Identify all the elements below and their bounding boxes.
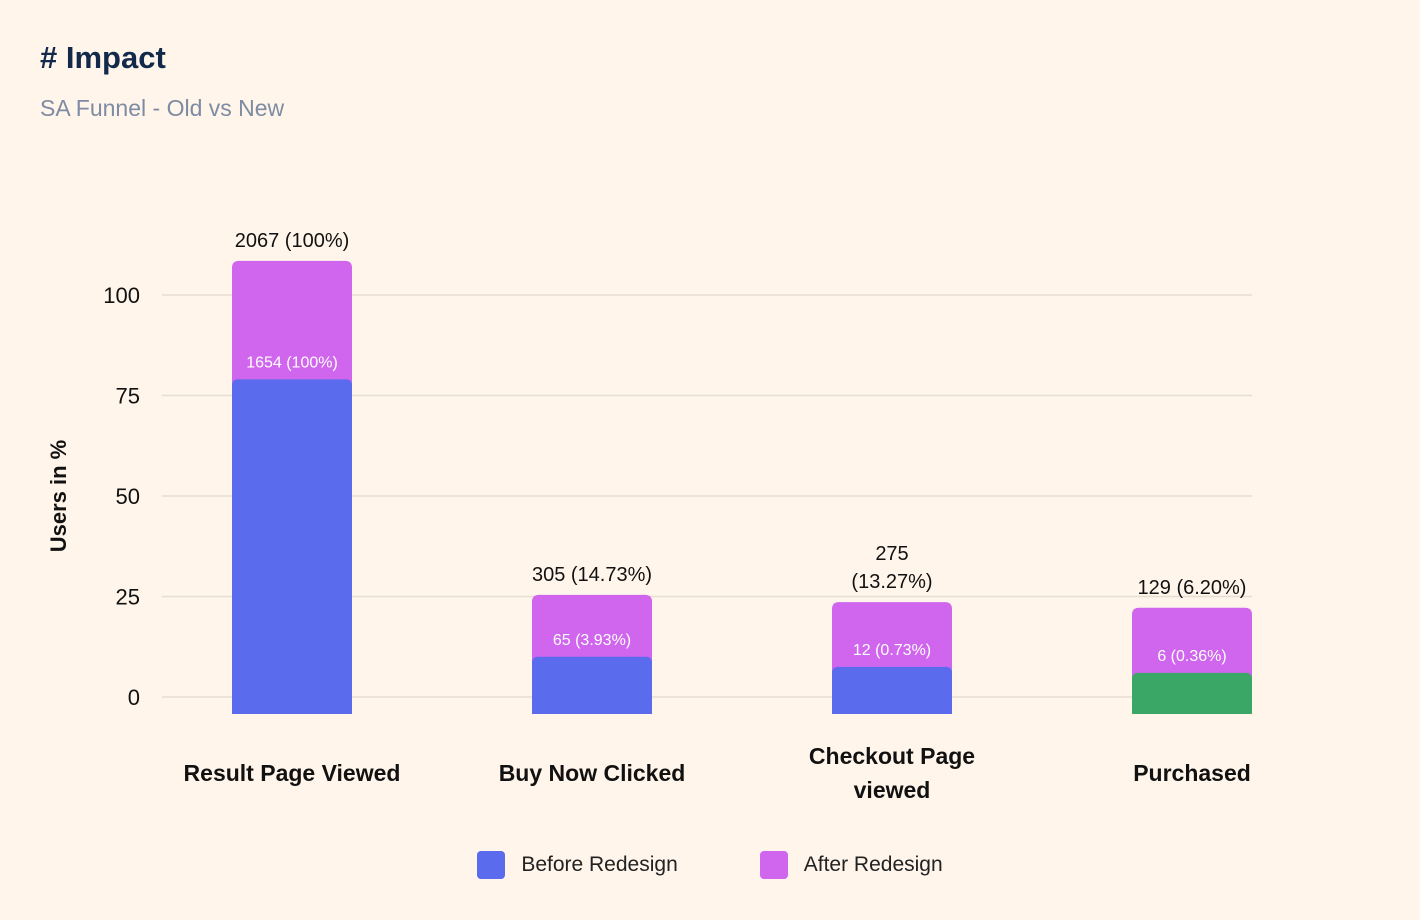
y-tick-label: 0	[128, 685, 140, 710]
x-category-label: Buy Now Clicked	[499, 760, 686, 786]
data-label-after: (13.27%)	[851, 571, 932, 593]
legend-label-before: Before Redesign	[521, 853, 678, 876]
y-axis-label: Users in %	[46, 440, 71, 553]
x-category-label: viewed	[854, 777, 931, 803]
x-category-label: Purchased	[1133, 760, 1251, 786]
legend-swatch-after	[759, 851, 788, 879]
legend-swatch-before	[477, 851, 506, 879]
data-label-after: 129 (6.20%)	[1138, 577, 1247, 599]
y-tick-label: 75	[116, 384, 140, 409]
data-label-before: 12 (0.73%)	[853, 642, 931, 659]
data-label-after: 275	[875, 543, 908, 565]
chart-legend: Before Redesign After Redesign	[0, 851, 1420, 879]
data-label-before: 65 (3.93%)	[553, 632, 631, 649]
x-category-label: Result Page Viewed	[184, 760, 401, 786]
y-tick-label: 100	[103, 283, 140, 308]
data-label-before: 1654 (100%)	[246, 354, 338, 371]
y-tick-label: 25	[116, 585, 140, 610]
bar-before-redesign	[832, 666, 952, 714]
bar-before-redesign	[232, 379, 352, 714]
x-category-label: Checkout Page	[809, 743, 975, 769]
data-label-after: 305 (14.73%)	[532, 564, 652, 586]
chart-title: # Impact	[40, 40, 166, 75]
funnel-bar-chart: 0 25 50 75 100 Users in % 1654 (100%) 2067 (100…	[46, 230, 1252, 803]
chart-subtitle: SA Funnel - Old vs New	[40, 95, 285, 121]
data-label-before: 6 (0.36%)	[1157, 648, 1226, 665]
legend-item-after: After Redesign	[759, 851, 943, 879]
bar-before-redesign	[532, 656, 652, 714]
bar-before-redesign	[1132, 672, 1252, 714]
legend-item-before: Before Redesign	[477, 851, 678, 879]
legend-label-after: After Redesign	[803, 853, 943, 876]
data-label-after: 2067 (100%)	[235, 230, 350, 252]
y-tick-label: 50	[116, 484, 140, 509]
